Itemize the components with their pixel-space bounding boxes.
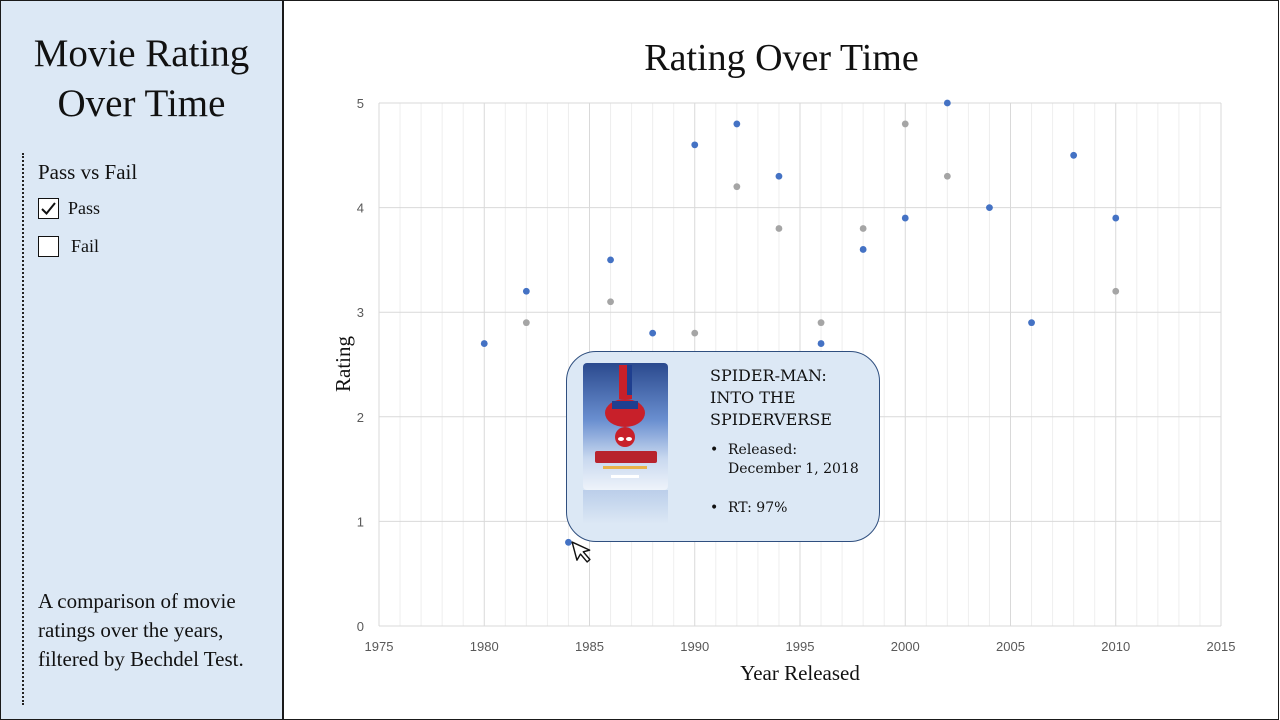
pass-data-point[interactable] [649,329,657,337]
movie-poster [583,363,668,490]
filter-pass-checkbox[interactable]: Pass [38,198,100,219]
pass-data-point[interactable] [607,256,614,264]
pass-data-point[interactable] [901,214,909,222]
tooltip-release-info: • Released: December 1, 2018 [710,441,880,481]
pass-data-point[interactable] [1028,319,1035,327]
filter-fail-checkbox[interactable]: Fail [38,236,99,257]
y-tick-label: 4 [357,201,364,216]
x-tick-label: 2005 [996,639,1025,654]
bullet: • [710,500,719,516]
movie-tooltip: SPIDER-MAN: INTO THE SPIDERVERSE • Relea… [566,351,880,542]
y-axis-label: Rating [331,336,355,392]
sidebar-title-line2: Over Time [57,82,226,125]
pass-data-point[interactable] [522,287,530,295]
fail-data-point[interactable] [733,183,741,191]
x-tick-label: 1980 [470,639,499,654]
data-points [480,99,1120,546]
y-axis-ticks: 0 1 2 3 4 5 [357,96,364,634]
pass-data-point[interactable] [733,120,741,128]
pass-data-point[interactable] [1070,151,1078,159]
x-axis-ticks: 1975 1980 1985 1990 1995 2000 2005 2010 2015 [365,639,1236,654]
sidebar-description: A comparison of movie ratings over the y… [38,589,244,671]
pass-data-point[interactable] [691,141,699,149]
tooltip-rt-info: • RT: 97% [710,499,880,519]
pass-data-point[interactable] [986,204,993,212]
sidebar-panel: Movie Rating Over Time Pass vs Fail Pass… [0,0,284,720]
fail-data-point[interactable] [901,120,909,128]
fail-data-point[interactable] [943,172,951,180]
pass-data-point[interactable] [943,99,951,107]
x-axis-label: Year Released [740,661,860,685]
x-tick-label: 1985 [575,639,604,654]
pass-checkbox-box[interactable] [38,198,59,219]
filter-fail-label: Fail [71,236,100,256]
spiderman-poster-image [595,365,657,478]
mouse-cursor-icon [571,541,591,563]
bullet: • [710,442,719,458]
x-tick-label: 1975 [365,639,394,654]
y-tick-label: 1 [357,514,364,529]
fail-data-point[interactable] [1112,287,1120,295]
tooltip-rt-score: RT: 97% [728,500,788,516]
tooltip-released-date: December 1, 2018 [728,461,859,477]
y-tick-label: 2 [357,410,364,425]
fail-data-point[interactable] [775,225,783,232]
x-tick-label: 2015 [1207,639,1236,654]
chart-title: Rating Over Time [644,37,919,79]
y-tick-label: 3 [357,305,364,320]
poster-reflection [583,490,668,524]
pass-data-point[interactable] [565,538,572,546]
checkmark-icon [41,202,56,215]
fail-checkbox-box[interactable] [38,236,59,257]
filter-heading: Pass vs Fail [38,160,138,184]
x-tick-label: 1990 [680,639,709,654]
tooltip-released-label: Released: [728,442,798,458]
x-tick-label: 2010 [1101,639,1130,654]
tooltip-movie-title: SPIDER-MAN: INTO THE SPIDERVERSE [710,366,832,429]
fail-data-point[interactable] [607,298,614,306]
pass-data-point[interactable] [859,246,867,253]
sidebar-title-line1: Movie Rating [33,32,250,75]
filter-divider [22,153,24,705]
fail-data-point[interactable] [522,319,530,327]
fail-data-point[interactable] [817,319,825,327]
filter-pass-label: Pass [68,198,101,218]
y-tick-label: 5 [357,96,364,111]
pass-data-point[interactable] [480,340,488,347]
pass-data-point[interactable] [1112,214,1120,222]
pass-data-point[interactable] [817,340,825,347]
x-tick-label: 2000 [891,639,920,654]
fail-data-point[interactable] [859,225,867,232]
y-tick-label: 0 [357,619,364,634]
fail-data-point[interactable] [691,329,699,337]
pass-data-point[interactable] [775,172,783,180]
x-tick-label: 1995 [786,639,815,654]
sidebar-title: Movie Rating Over Time [1,29,282,129]
